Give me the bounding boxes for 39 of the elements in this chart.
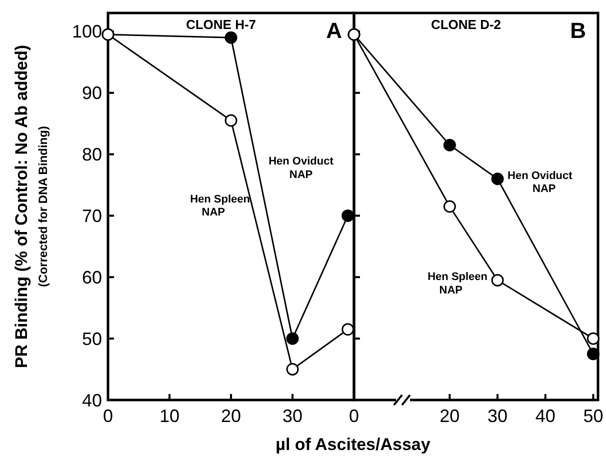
x-tick-label: 0 (348, 406, 360, 426)
point (491, 274, 504, 286)
x-axis-title: µl of Ascites/Assay (276, 435, 431, 454)
x-tick-label: 20 (440, 406, 460, 426)
point (586, 348, 600, 360)
x-tick-label: 50 (583, 406, 604, 426)
x-tick-label: 10 (159, 406, 180, 426)
x-tick-label: 30 (282, 406, 303, 426)
y-tick-label: 60 (82, 267, 102, 288)
point (491, 172, 504, 186)
y-tick-label: 80 (82, 144, 102, 165)
x-tick-label: 30 (488, 406, 508, 426)
series-label: Hen Oviduct NAP (508, 170, 573, 196)
point (443, 200, 456, 213)
y-tick-label: 50 (82, 328, 102, 349)
y-tick-label: 40 (82, 390, 102, 410)
y-tick-label: 70 (82, 206, 102, 226)
point (286, 332, 299, 345)
series-label: Hen Spleen NAP (190, 194, 250, 219)
point (342, 323, 354, 336)
x-tick-label: 0 (102, 406, 114, 426)
annotation: A (326, 18, 342, 43)
point (224, 114, 238, 127)
point (342, 209, 354, 222)
point (224, 31, 238, 44)
annotation: B (570, 18, 586, 43)
point (443, 138, 456, 152)
x-tick-label: 20 (220, 406, 242, 426)
chart-title: CLONE D-2 (430, 17, 502, 32)
point (286, 363, 299, 376)
series-label: Hen Spleen NAP (428, 271, 488, 296)
text: (Corrected for DNA Binding) (36, 126, 50, 287)
series-label: Hen Oviduct NAP (268, 156, 334, 181)
chart-title: CLONE H-7 (186, 17, 256, 32)
y-axis-title: PR Binding (% of Control: No Ab added) (12, 44, 31, 368)
x-tick-label: 40 (535, 406, 556, 426)
point (586, 332, 600, 345)
y-tick-label: 100 (72, 22, 102, 42)
y-tick-label: 90 (82, 83, 102, 104)
